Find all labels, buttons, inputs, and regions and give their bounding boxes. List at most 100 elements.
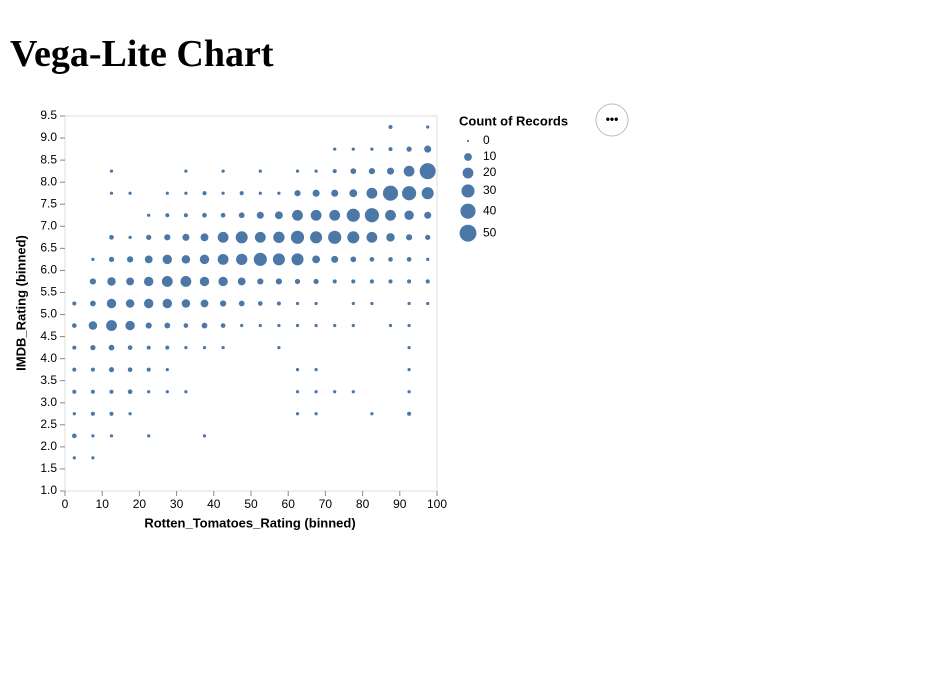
x-tick-label: 80 xyxy=(356,497,370,511)
point xyxy=(107,277,116,286)
point xyxy=(184,390,188,394)
y-tick-label: 5.5 xyxy=(40,285,57,299)
y-tick-label: 6.0 xyxy=(40,263,57,277)
point xyxy=(181,299,191,308)
actions-button[interactable]: ••• xyxy=(595,103,629,137)
point xyxy=(88,321,98,330)
point xyxy=(126,256,134,263)
point xyxy=(91,456,95,460)
point xyxy=(364,208,379,223)
point xyxy=(272,253,285,266)
point xyxy=(277,191,281,195)
actions-button-label[interactable]: ••• xyxy=(606,112,619,126)
point xyxy=(425,279,430,284)
point xyxy=(257,301,263,306)
point xyxy=(128,191,132,195)
point xyxy=(72,301,77,306)
y-tick-label: 9.5 xyxy=(40,108,57,122)
point xyxy=(388,125,393,130)
point xyxy=(127,345,133,350)
legend-label: 50 xyxy=(483,225,497,239)
point xyxy=(72,345,77,350)
point xyxy=(258,323,262,328)
point xyxy=(165,213,170,218)
legend-label: 30 xyxy=(483,183,497,197)
point xyxy=(312,255,321,264)
point xyxy=(351,147,355,151)
point xyxy=(91,434,95,438)
point xyxy=(295,323,300,328)
legend-label: 0 xyxy=(483,133,490,147)
point xyxy=(72,456,76,460)
y-tick-label: 7.0 xyxy=(40,218,57,232)
point xyxy=(290,230,305,244)
x-tick-label: 20 xyxy=(133,497,147,511)
point xyxy=(350,168,357,175)
point xyxy=(126,277,135,286)
point xyxy=(219,300,227,307)
point xyxy=(221,191,225,195)
point xyxy=(217,253,229,265)
point xyxy=(312,189,320,197)
point xyxy=(183,323,189,328)
point xyxy=(295,412,300,416)
point xyxy=(90,411,95,416)
point xyxy=(407,323,411,328)
point xyxy=(310,231,323,244)
point xyxy=(106,320,117,331)
point xyxy=(276,301,281,306)
point xyxy=(127,389,133,395)
point xyxy=(369,257,375,262)
point xyxy=(237,277,246,286)
point xyxy=(147,213,151,217)
actions-button-circle[interactable] xyxy=(595,103,629,137)
point xyxy=(425,234,431,240)
point xyxy=(183,213,188,218)
point xyxy=(274,211,283,220)
x-tick-label: 60 xyxy=(282,497,296,511)
y-tick-label: 3.0 xyxy=(40,395,57,409)
y-axis-title: IMDB_Rating (binned) xyxy=(13,235,28,371)
point xyxy=(426,257,430,262)
point xyxy=(165,368,169,372)
point xyxy=(314,169,318,173)
point xyxy=(162,298,173,309)
point xyxy=(386,233,395,242)
point xyxy=(147,390,151,394)
point xyxy=(109,234,114,240)
point xyxy=(388,279,393,284)
point xyxy=(254,231,266,243)
point xyxy=(405,234,413,241)
point xyxy=(388,323,393,328)
point xyxy=(125,320,135,331)
point xyxy=(407,390,411,394)
point xyxy=(329,209,341,221)
point xyxy=(90,300,96,307)
point xyxy=(240,323,244,328)
point xyxy=(109,434,114,438)
point xyxy=(314,368,318,372)
point xyxy=(71,433,77,439)
x-axis-title: Rotten_Tomatoes_Rating (binned) xyxy=(144,515,355,530)
point xyxy=(109,191,114,195)
point xyxy=(146,345,151,350)
legend-label: 20 xyxy=(483,165,497,179)
point xyxy=(314,323,318,328)
point xyxy=(407,345,411,350)
point xyxy=(368,168,376,175)
point xyxy=(89,278,97,285)
point xyxy=(109,389,114,394)
point xyxy=(291,253,304,266)
point xyxy=(333,323,337,328)
point xyxy=(127,367,133,373)
point xyxy=(258,191,262,195)
point xyxy=(181,255,191,264)
point xyxy=(199,276,210,287)
y-tick-label: 5.0 xyxy=(40,307,57,321)
point xyxy=(238,300,245,307)
point xyxy=(202,191,207,196)
point xyxy=(370,301,374,306)
point xyxy=(145,322,152,329)
point xyxy=(235,231,248,244)
